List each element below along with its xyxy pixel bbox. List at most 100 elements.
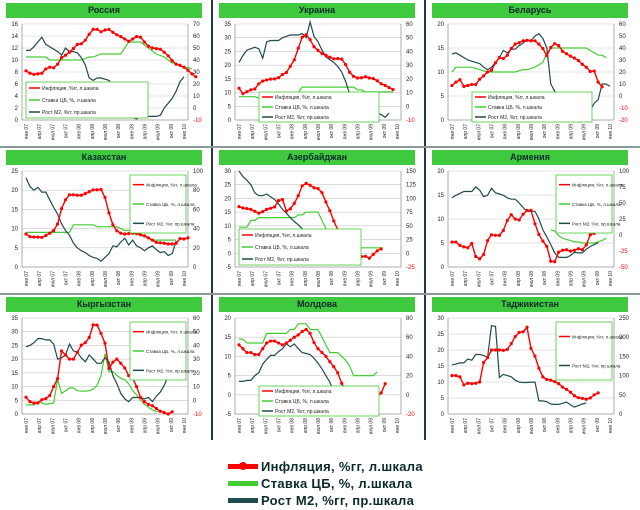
inflation-point bbox=[253, 209, 257, 213]
x-tick-label: окт 08 bbox=[542, 271, 548, 285]
x-tick-label: апр 09 bbox=[143, 271, 149, 286]
inflation-point bbox=[537, 366, 541, 370]
inflation-line bbox=[25, 28, 197, 78]
inflation-point bbox=[107, 366, 111, 371]
x-tick-label: окт 09 bbox=[595, 124, 601, 138]
inflation-point bbox=[249, 350, 253, 355]
x-tick-label: апр 08 bbox=[90, 271, 96, 286]
y-left-tick-label: 35 bbox=[224, 22, 231, 28]
chart-legend-label: Инфляция, %гг, л.шкала bbox=[146, 330, 197, 335]
x-tick-label: янв 07 bbox=[450, 124, 456, 139]
x-tick-label: апр 08 bbox=[90, 418, 96, 433]
x-tick-label: янв 10 bbox=[182, 124, 188, 139]
x-tick-label: июл 09 bbox=[582, 418, 588, 435]
chart-legend-label: Рост М2, %гг, пр.шкала bbox=[146, 368, 195, 373]
x-tick-label: окт 07 bbox=[490, 271, 496, 285]
y-left-tick-label: 35 bbox=[11, 316, 18, 322]
inflation-point bbox=[56, 62, 60, 66]
inflation-point bbox=[142, 234, 147, 238]
y-right-tick-label: 250 bbox=[619, 316, 630, 322]
x-tick-label: окт 09 bbox=[595, 418, 601, 432]
x-tick-label: апр 08 bbox=[516, 418, 522, 433]
chart-panel: Казахстан 0 5 10 15 20 25 0 20 40 60 80 100 янв 07 апр… bbox=[2, 149, 213, 295]
inflation-point bbox=[308, 331, 312, 335]
inflation-point bbox=[103, 341, 107, 345]
inflation-point bbox=[119, 35, 123, 39]
y-right-tick-label: 20 bbox=[193, 246, 200, 252]
y-right-tick-label: 100 bbox=[406, 196, 417, 202]
inflation-point bbox=[276, 341, 281, 345]
x-tick-label: апр 07 bbox=[37, 124, 43, 139]
y-left-tick-label: 15 bbox=[224, 335, 231, 341]
y-left-tick-label: 20 bbox=[224, 316, 231, 322]
y-left-tick-label: 15 bbox=[224, 210, 231, 216]
inflation-point bbox=[513, 334, 517, 339]
chart-plot: 0 5 10 15 20 25 30 0 50 100 150 200 250 янв 07 апр 07 и… bbox=[437, 316, 630, 435]
y-right-tick-label: 20 bbox=[619, 70, 626, 76]
inflation-point bbox=[478, 257, 482, 261]
inflation-point bbox=[568, 249, 573, 253]
x-tick-label: окт 07 bbox=[64, 271, 70, 285]
inflation-point bbox=[493, 61, 498, 65]
x-tick-label: окт 08 bbox=[116, 271, 122, 285]
inflation-point bbox=[91, 323, 95, 327]
x-tick-label: июл 09 bbox=[369, 418, 375, 435]
y-left-tick-label: 16 bbox=[11, 22, 18, 28]
inflation-point bbox=[154, 47, 158, 51]
inflation-point bbox=[174, 241, 178, 245]
chart-panel: Кыргызстан 0 5 10 15 20 25 30 35 -10 0 10 20 30 40 50 60… bbox=[2, 296, 213, 442]
chart-legend-label: Ставка ЦБ, %, л.шкала bbox=[146, 202, 195, 207]
x-tick-label: июл 07 bbox=[263, 271, 269, 288]
inflation-point bbox=[545, 377, 549, 382]
x-tick-label: апр 08 bbox=[303, 271, 309, 286]
inflation-point bbox=[505, 218, 509, 223]
y-right-tick-label: 0 bbox=[619, 233, 623, 239]
y-right-tick-label: 75 bbox=[619, 185, 626, 191]
inflation-point bbox=[28, 400, 32, 404]
inflation-point bbox=[174, 62, 178, 66]
inflation-point bbox=[237, 86, 241, 90]
inflation-point bbox=[509, 342, 513, 346]
x-tick-label: окт 09 bbox=[169, 418, 175, 432]
x-tick-label: янв 10 bbox=[182, 418, 188, 433]
y-left-tick-label: 5 bbox=[15, 398, 19, 404]
y-right-tick-label: 60 bbox=[619, 22, 626, 28]
inflation-point bbox=[320, 191, 324, 195]
m2-swatch bbox=[228, 498, 258, 503]
inflation-point bbox=[509, 46, 513, 51]
chart-legend bbox=[258, 91, 380, 123]
chart-legend-label: Инфляция, %гг, л.шкала bbox=[572, 335, 623, 340]
inflation-point bbox=[557, 382, 561, 386]
x-tick-label: апр 07 bbox=[463, 124, 469, 139]
inflation-point bbox=[336, 371, 340, 375]
inflation-point bbox=[383, 83, 387, 88]
chart-panel: Армения 0 5 10 15 20 -50 -25 0 25 50 75 100 янв 07 апр… bbox=[428, 149, 639, 295]
y-left-tick-label: 20 bbox=[224, 63, 231, 69]
chart-legend bbox=[258, 385, 380, 417]
inflation-point bbox=[99, 331, 103, 335]
inflation-point bbox=[249, 207, 253, 211]
inflation-point bbox=[59, 56, 64, 60]
y-left-tick-label: 10 bbox=[11, 227, 18, 233]
legend-label: Ставка ЦБ, %, л.шкала bbox=[261, 476, 413, 491]
inflation-point bbox=[36, 401, 40, 405]
y-left-tick-label: 5 bbox=[441, 241, 445, 247]
inflation-point bbox=[44, 233, 48, 238]
inflation-point bbox=[458, 375, 462, 379]
m2-line bbox=[25, 338, 173, 403]
inflation-point bbox=[127, 231, 131, 236]
inflation-point bbox=[351, 74, 356, 78]
inflation-point bbox=[375, 79, 379, 83]
inflation-point bbox=[371, 76, 375, 81]
x-tick-label: янв 08 bbox=[290, 271, 296, 286]
inflation-point bbox=[186, 236, 190, 240]
x-tick-label: янв 08 bbox=[290, 124, 296, 139]
inflation-point bbox=[517, 41, 521, 45]
chart-plot: 0 5 10 15 20 25 30 35 -10 0 10 20 30 40 50 60 янв 07 апр … bbox=[224, 19, 415, 140]
inflation-point bbox=[529, 39, 533, 43]
chart-legend-label: Инфляция, %гг, л.шкала bbox=[275, 389, 332, 395]
inflation-point bbox=[296, 194, 300, 198]
chart-legend-label: Инфляция, %гг, л.шкала bbox=[488, 95, 545, 101]
x-tick-label: апр 09 bbox=[356, 271, 362, 286]
y-left-tick-label: 5 bbox=[441, 94, 445, 100]
